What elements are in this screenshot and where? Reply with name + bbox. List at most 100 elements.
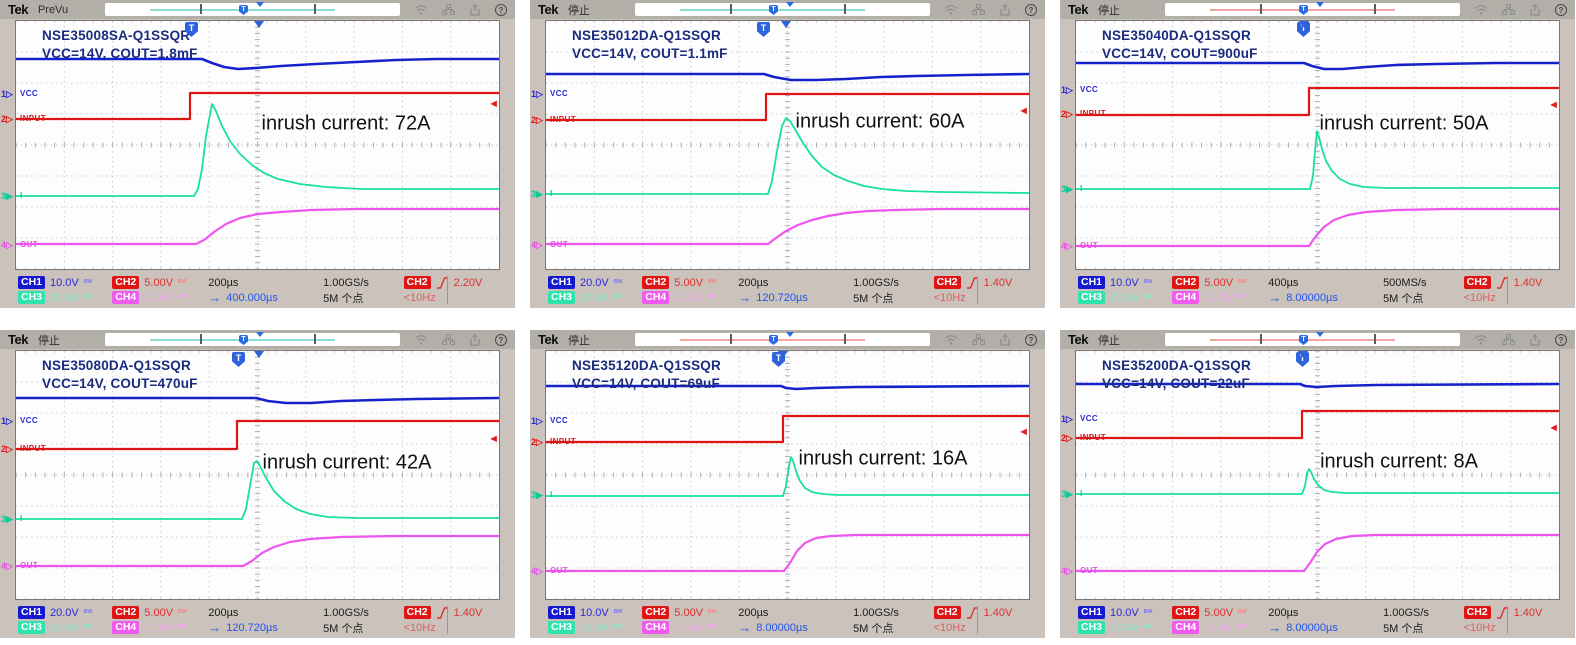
help-icon[interactable]: ?	[495, 333, 507, 346]
ch1-position-marker[interactable]: 1▷	[1, 416, 13, 426]
ch4-position-marker[interactable]: 4▷	[531, 566, 543, 576]
ch4-position-marker[interactable]: 4▷	[531, 240, 543, 250]
export-icon[interactable]	[999, 3, 1011, 16]
network-icon[interactable]	[972, 334, 985, 345]
delay-readout[interactable]: 120.720µs	[756, 291, 808, 304]
ch3-position-marker[interactable]: 3▶	[531, 189, 543, 199]
ch2-position-marker[interactable]: 2▷	[1, 114, 13, 124]
wifi-icon[interactable]	[1474, 4, 1488, 15]
overview-trigger-marker-icon[interactable]: T	[1299, 335, 1308, 345]
trigger-level-readout[interactable]: 1.40V	[983, 606, 1013, 619]
ch4-position-marker[interactable]: 4▷	[1, 240, 13, 250]
ch3-badge[interactable]: CH3	[1078, 291, 1106, 304]
ch3-badge[interactable]: CH3	[18, 291, 46, 304]
trigger-level-readout[interactable]: 1.40V	[453, 606, 483, 619]
ch1-position-marker[interactable]: 1▷	[1061, 414, 1073, 424]
network-icon[interactable]	[442, 334, 455, 345]
ch2-position-marker[interactable]: 2▷	[531, 437, 543, 447]
export-icon[interactable]	[999, 333, 1011, 346]
ch4-badge[interactable]: CH4	[1172, 291, 1200, 304]
ch1-badge[interactable]: CH1	[548, 606, 576, 619]
trigger-position-icon[interactable]	[254, 351, 264, 358]
trigger-level-readout[interactable]: 1.40V	[1513, 276, 1543, 289]
ch3-badge[interactable]: CH3	[1078, 621, 1106, 634]
trigger-source-badge[interactable]: CH2	[933, 276, 961, 289]
network-icon[interactable]	[1502, 4, 1515, 15]
overview-window-bracket[interactable]	[200, 334, 316, 344]
overview-trigger-marker-icon[interactable]: T	[769, 335, 778, 345]
ch2-position-marker[interactable]: 2▷	[1061, 109, 1073, 119]
overview-window-bracket[interactable]	[1260, 334, 1376, 344]
wifi-icon[interactable]	[414, 4, 428, 15]
ch3-position-marker[interactable]: 3▶	[531, 490, 543, 500]
ch3-position-marker[interactable]: 3▶	[1, 191, 13, 201]
trigger-source-badge[interactable]: CH2	[403, 276, 431, 289]
trigger-position-icon[interactable]	[781, 21, 791, 28]
ch3-badge[interactable]: CH3	[18, 621, 46, 634]
trigger-source-badge[interactable]: CH2	[1463, 606, 1491, 619]
network-icon[interactable]	[442, 4, 455, 15]
trigger-level-arrow-icon[interactable]: ◄	[1018, 105, 1029, 117]
overview-window-bracket[interactable]	[200, 4, 316, 14]
ch4-badge[interactable]: CH4	[112, 621, 140, 634]
waveform-overview-bar[interactable]: T	[635, 2, 930, 16]
ch1-badge[interactable]: CH1	[18, 276, 46, 289]
help-icon[interactable]: ?	[1555, 333, 1567, 346]
wifi-icon[interactable]	[1474, 334, 1488, 345]
network-icon[interactable]	[972, 4, 985, 15]
ch4-badge[interactable]: CH4	[642, 621, 670, 634]
delay-readout[interactable]: 400.000µs	[226, 291, 278, 304]
trigger-position-icon[interactable]	[254, 21, 264, 28]
delay-readout[interactable]: 8.00000µs	[756, 621, 808, 634]
trigger-position-icon[interactable]	[1298, 351, 1308, 358]
waveform-overview-bar[interactable]: T	[635, 332, 930, 346]
help-icon[interactable]: ?	[495, 3, 507, 16]
export-icon[interactable]	[1529, 333, 1541, 346]
waveform-overview-bar[interactable]: T	[1165, 332, 1460, 346]
ch2-badge[interactable]: CH2	[642, 276, 670, 289]
delay-readout[interactable]: 8.00000µs	[1286, 291, 1338, 304]
ch2-badge[interactable]: CH2	[1172, 606, 1200, 619]
wifi-icon[interactable]	[414, 334, 428, 345]
trigger-marker-icon[interactable]: T	[232, 352, 245, 367]
trigger-marker-icon[interactable]: T	[185, 22, 198, 37]
trigger-source-badge[interactable]: CH2	[403, 606, 431, 619]
export-icon[interactable]	[1529, 3, 1541, 16]
ch4-position-marker[interactable]: 4▷	[1061, 566, 1073, 576]
overview-trigger-marker-icon[interactable]: T	[239, 335, 248, 345]
trigger-level-arrow-icon[interactable]: ◄	[1548, 422, 1559, 434]
overview-window-bracket[interactable]	[730, 4, 846, 14]
timebase-readout[interactable]: 200µs	[738, 276, 769, 289]
ch2-badge[interactable]: CH2	[112, 276, 140, 289]
trigger-level-readout[interactable]: 1.40V	[1513, 606, 1543, 619]
timebase-readout[interactable]: 200µs	[208, 276, 239, 289]
wifi-icon[interactable]	[944, 334, 958, 345]
ch2-position-marker[interactable]: 2▷	[1, 444, 13, 454]
ch2-badge[interactable]: CH2	[1172, 276, 1200, 289]
help-icon[interactable]: ?	[1025, 3, 1037, 16]
trigger-level-arrow-icon[interactable]: ◄	[488, 433, 499, 445]
ch3-position-marker[interactable]: 3▶	[1, 514, 13, 524]
ch2-position-marker[interactable]: 2▷	[531, 115, 543, 125]
delay-readout[interactable]: 8.00000µs	[1286, 621, 1338, 634]
timebase-readout[interactable]: 400µs	[1268, 276, 1299, 289]
trigger-level-readout[interactable]: 1.40V	[983, 276, 1013, 289]
waveform-overview-bar[interactable]: T	[105, 332, 400, 346]
timebase-readout[interactable]: 200µs	[1268, 606, 1299, 619]
ch3-position-marker[interactable]: 3▶	[1061, 489, 1073, 499]
wifi-icon[interactable]	[944, 4, 958, 15]
ch1-badge[interactable]: CH1	[548, 276, 576, 289]
ch1-badge[interactable]: CH1	[18, 606, 46, 619]
ch1-position-marker[interactable]: 1▷	[1061, 85, 1073, 95]
trigger-level-arrow-icon[interactable]: ◄	[1548, 99, 1559, 111]
ch1-position-marker[interactable]: 1▷	[531, 416, 543, 426]
ch2-badge[interactable]: CH2	[642, 606, 670, 619]
ch3-badge[interactable]: CH3	[548, 621, 576, 634]
overview-trigger-marker-icon[interactable]: T	[769, 5, 778, 15]
ch2-badge[interactable]: CH2	[112, 606, 140, 619]
export-icon[interactable]	[469, 3, 481, 16]
ch3-position-marker[interactable]: 3▶	[1061, 184, 1073, 194]
export-icon[interactable]	[469, 333, 481, 346]
ch1-position-marker[interactable]: 1▷	[1, 89, 13, 99]
ch4-badge[interactable]: CH4	[1172, 621, 1200, 634]
